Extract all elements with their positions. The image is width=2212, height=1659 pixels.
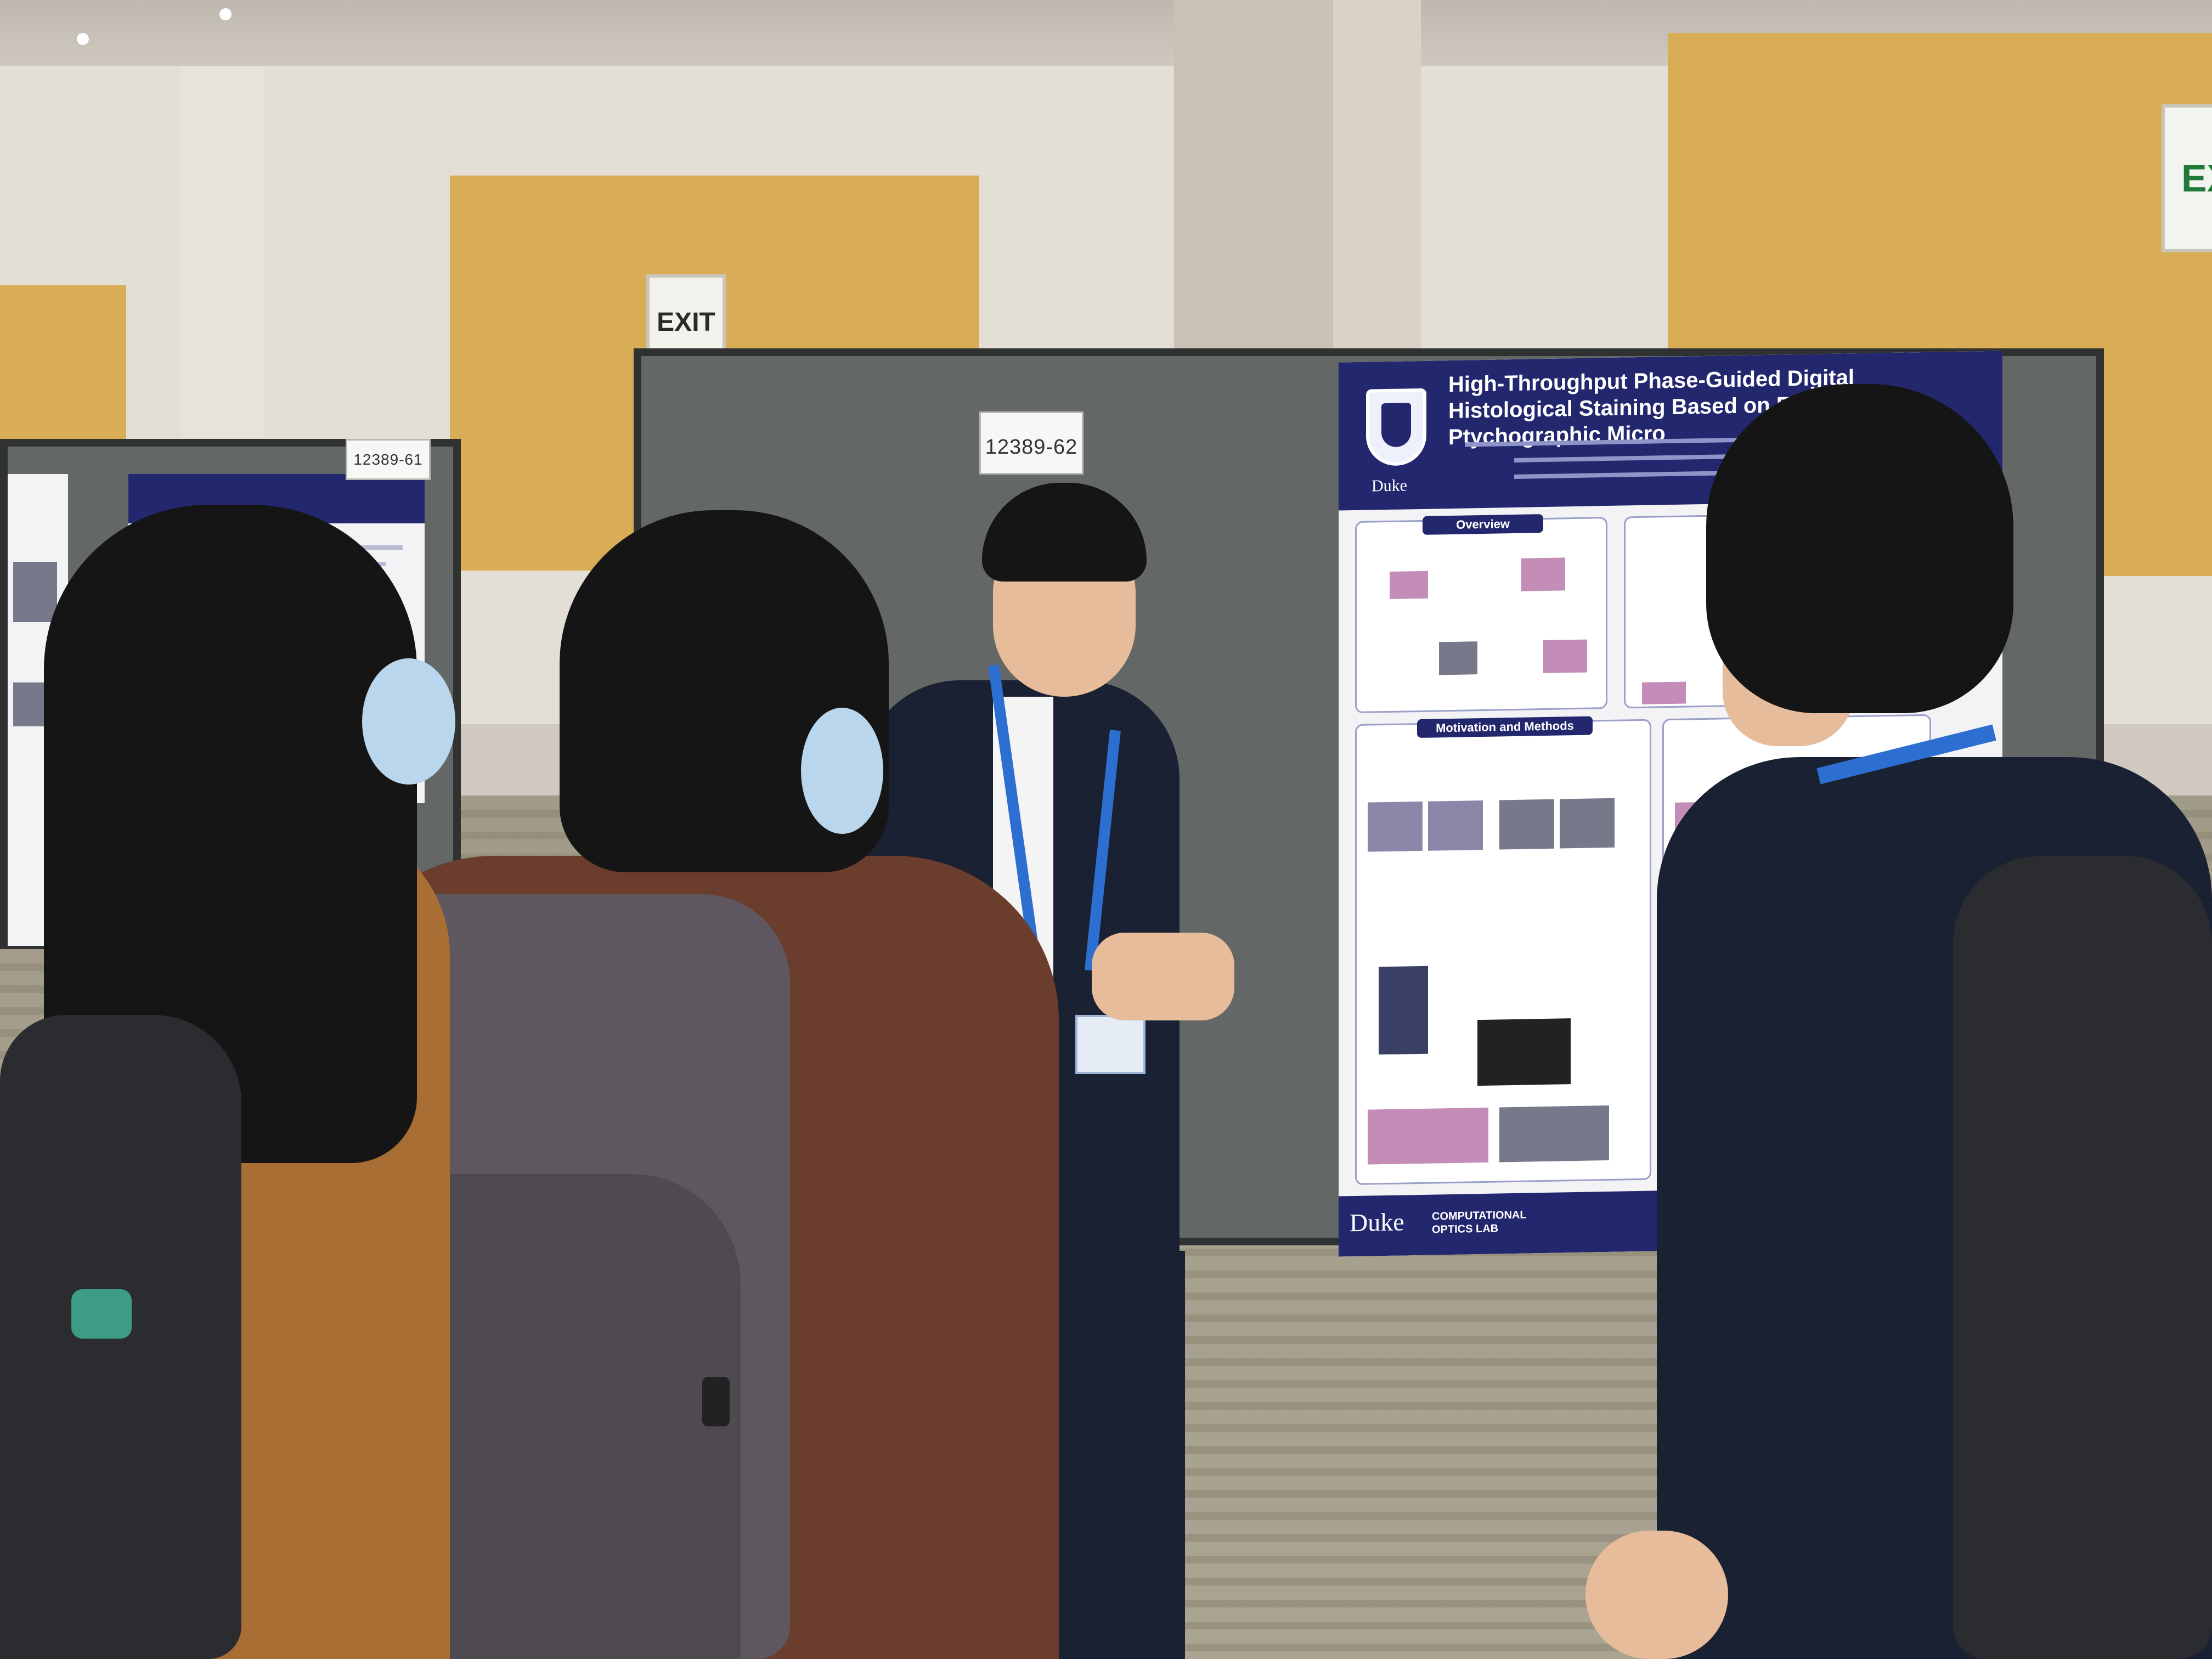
attendee-middle-face-mask	[801, 708, 883, 834]
attendee-right-hair	[1706, 384, 2013, 713]
board-number-tag-left: 12389-61	[346, 439, 431, 480]
methods-figure	[1499, 799, 1554, 850]
results-figure	[1642, 681, 1686, 704]
methods-figure	[1428, 800, 1483, 851]
section-title: Motivation and Methods	[1417, 716, 1593, 738]
overview-figure	[1390, 571, 1428, 599]
presenter-badge	[1075, 1015, 1146, 1074]
attendee-right-hand	[1585, 1531, 1728, 1659]
section-title: Overview	[1423, 514, 1543, 535]
exit-sign-text: EXIT	[657, 308, 715, 337]
overview-figure	[1543, 639, 1587, 674]
board-number: 12389-62	[985, 436, 1078, 459]
overview-figure	[1521, 557, 1565, 591]
tag-caption	[1030, 427, 1032, 436]
microscope-diagram	[1379, 966, 1428, 1055]
board-number: 12389-61	[353, 450, 423, 468]
backpack-usb-port	[702, 1377, 730, 1426]
wood-wall-panel	[0, 285, 126, 461]
water-bottle	[71, 1289, 132, 1339]
pillar-edge	[1333, 0, 1421, 395]
exit-sign-partial: EX	[2162, 104, 2212, 252]
exit-sign-text: EX	[2181, 157, 2212, 200]
overview-figure	[1439, 641, 1477, 675]
pillar	[181, 66, 263, 472]
methods-figure	[1560, 798, 1615, 849]
ceiling-light	[77, 33, 89, 45]
ptychography-images	[1477, 1018, 1571, 1086]
poster-figure	[13, 562, 57, 622]
board-number-tag-center: 12389-62	[979, 411, 1084, 475]
methods-section: Motivation and Methods	[1355, 716, 1651, 1186]
crest-shield	[1381, 403, 1411, 448]
pillar	[1174, 0, 1333, 395]
ceiling-light	[219, 8, 232, 20]
attendee-left-face-mask	[362, 658, 455, 785]
footer-lab-name: COMPUTATIONAL OPTICS LAB	[1432, 1209, 1527, 1236]
duke-crest-logo	[1366, 388, 1426, 466]
duke-logo-text: Duke	[1372, 476, 1407, 495]
methods-figure	[1368, 801, 1423, 852]
attendee-right-backpack	[1953, 856, 2212, 1659]
phase-image-figure	[1499, 1105, 1609, 1163]
presenter-hands	[1092, 933, 1234, 1020]
stained-tissue-figure	[1368, 1107, 1488, 1165]
footer-duke-logo: Duke	[1350, 1207, 1404, 1237]
overview-section: Overview	[1355, 514, 1607, 714]
